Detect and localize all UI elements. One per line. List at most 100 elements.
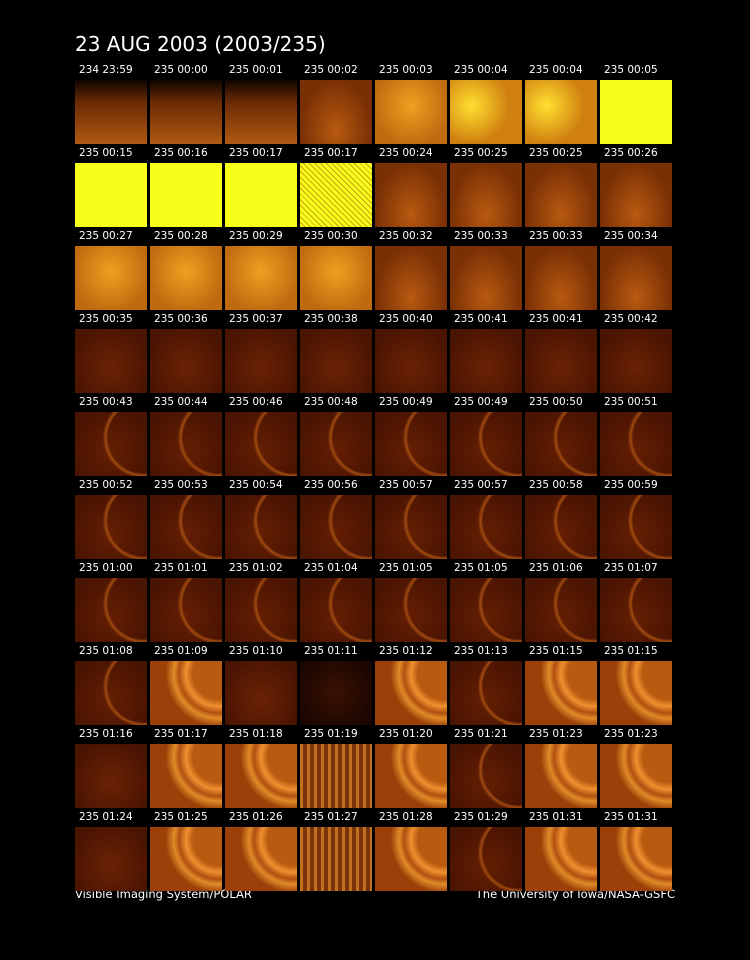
tile-label: 235 01:27	[304, 811, 358, 823]
tile-label: 235 00:04	[529, 64, 583, 76]
tile-label: 235 01:08	[79, 645, 133, 657]
tile-label: 235 00:25	[454, 147, 508, 159]
image-tile	[600, 80, 672, 144]
tile-label: 235 00:38	[304, 313, 358, 325]
image-tile	[600, 412, 672, 476]
tile-label: 235 00:26	[604, 147, 658, 159]
tile-label: 235 01:12	[379, 645, 433, 657]
tile-label: 235 01:15	[604, 645, 658, 657]
tile-label: 235 00:46	[229, 396, 283, 408]
tile-label: 235 01:20	[379, 728, 433, 740]
image-tile	[150, 578, 222, 642]
image-tile	[375, 412, 447, 476]
image-tile	[375, 246, 447, 310]
tile-label: 235 01:25	[154, 811, 208, 823]
image-tile	[450, 661, 522, 725]
image-tile	[375, 578, 447, 642]
image-tile	[450, 495, 522, 559]
tile-label: 235 00:24	[379, 147, 433, 159]
tile-label: 235 00:00	[154, 64, 208, 76]
tile-label: 235 00:16	[154, 147, 208, 159]
tile-label: 235 01:01	[154, 562, 208, 574]
image-tile	[450, 578, 522, 642]
image-tile	[600, 246, 672, 310]
tile-label: 235 01:24	[79, 811, 133, 823]
image-tile	[525, 163, 597, 227]
tile-label: 235 00:56	[304, 479, 358, 491]
image-tile	[450, 246, 522, 310]
tile-label: 235 00:37	[229, 313, 283, 325]
tile-label: 235 00:43	[79, 396, 133, 408]
tile-label: 235 00:42	[604, 313, 658, 325]
image-tile	[150, 495, 222, 559]
image-tile	[150, 744, 222, 808]
image-tile	[525, 661, 597, 725]
image-tile	[150, 163, 222, 227]
image-tile	[375, 661, 447, 725]
tile-label: 235 00:57	[379, 479, 433, 491]
tile-label: 235 00:02	[304, 64, 358, 76]
tile-label: 235 00:54	[229, 479, 283, 491]
tile-label: 235 01:31	[529, 811, 583, 823]
image-tile	[75, 578, 147, 642]
image-tile	[150, 246, 222, 310]
tile-label: 235 00:51	[604, 396, 658, 408]
tile-label: 235 00:33	[529, 230, 583, 242]
image-tile	[150, 827, 222, 891]
tile-label: 235 01:29	[454, 811, 508, 823]
image-tile	[300, 661, 372, 725]
image-tile	[375, 495, 447, 559]
tile-label: 235 01:11	[304, 645, 358, 657]
tile-label: 235 00:53	[154, 479, 208, 491]
image-tile	[525, 329, 597, 393]
image-tile	[300, 495, 372, 559]
tile-label: 235 00:03	[379, 64, 433, 76]
image-tile	[150, 412, 222, 476]
tile-label: 235 00:41	[454, 313, 508, 325]
image-tile	[75, 661, 147, 725]
image-tile	[150, 661, 222, 725]
image-tile	[150, 329, 222, 393]
image-tile	[75, 163, 147, 227]
tile-label: 235 00:17	[304, 147, 358, 159]
image-tile	[450, 744, 522, 808]
image-tile	[600, 827, 672, 891]
tile-label: 235 01:09	[154, 645, 208, 657]
image-tile	[375, 827, 447, 891]
tile-label: 235 00:49	[379, 396, 433, 408]
image-tile	[300, 246, 372, 310]
tile-label: 235 00:50	[529, 396, 583, 408]
tile-label: 235 00:58	[529, 479, 583, 491]
tile-label: 235 01:10	[229, 645, 283, 657]
image-tile	[300, 329, 372, 393]
image-tile	[300, 578, 372, 642]
image-tile	[225, 578, 297, 642]
tile-label: 235 00:05	[604, 64, 658, 76]
image-tile	[300, 412, 372, 476]
image-tile	[225, 246, 297, 310]
image-tile	[525, 578, 597, 642]
image-tile	[450, 827, 522, 891]
image-tile	[225, 495, 297, 559]
tile-label: 235 01:05	[454, 562, 508, 574]
image-tile	[375, 744, 447, 808]
tile-label: 235 01:04	[304, 562, 358, 574]
tile-label: 235 00:32	[379, 230, 433, 242]
tile-label: 235 00:15	[79, 147, 133, 159]
tile-label: 235 00:52	[79, 479, 133, 491]
tile-label: 235 00:04	[454, 64, 508, 76]
tile-label: 235 00:34	[604, 230, 658, 242]
tile-label: 235 00:27	[79, 230, 133, 242]
tile-label: 235 00:29	[229, 230, 283, 242]
tile-label: 235 00:25	[529, 147, 583, 159]
image-tile	[225, 163, 297, 227]
tile-label: 235 01:05	[379, 562, 433, 574]
tile-label: 235 01:16	[79, 728, 133, 740]
image-tile	[150, 80, 222, 144]
image-tile	[75, 744, 147, 808]
tile-label: 234 23:59	[79, 64, 133, 76]
tile-label: 235 00:40	[379, 313, 433, 325]
tile-label: 235 01:23	[604, 728, 658, 740]
image-tile	[600, 578, 672, 642]
